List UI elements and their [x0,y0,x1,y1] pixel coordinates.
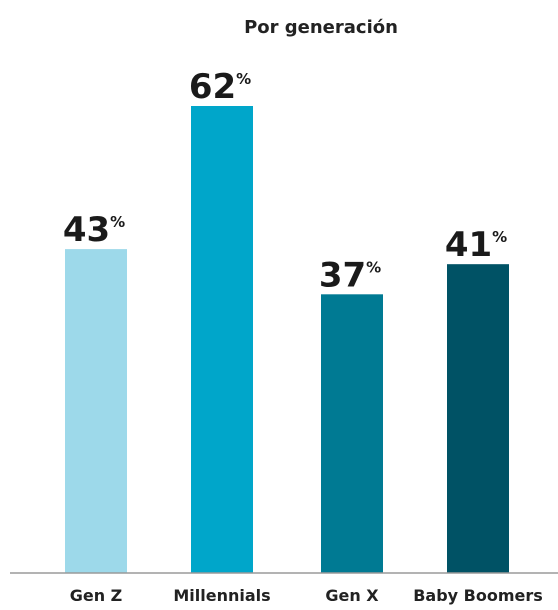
category-label: Gen X [325,586,379,605]
chart-title: Por generación [244,17,398,38]
category-labels: Gen Z Millennials Gen X Baby Boomers [70,586,543,605]
bar-gen-z [65,249,127,573]
bar-millennials [191,106,253,573]
category-label: Millennials [173,586,270,605]
bar-baby-boomers [447,264,509,573]
bars-group: 43% 62% 37% 41% [63,67,509,573]
data-label: 62% [189,67,251,107]
data-label: 41% [445,225,507,265]
data-label: 43% [63,210,125,250]
data-label: 37% [319,255,381,295]
category-label: Gen Z [70,586,123,605]
bar-gen-x [321,294,383,573]
category-label: Baby Boomers [413,586,543,605]
